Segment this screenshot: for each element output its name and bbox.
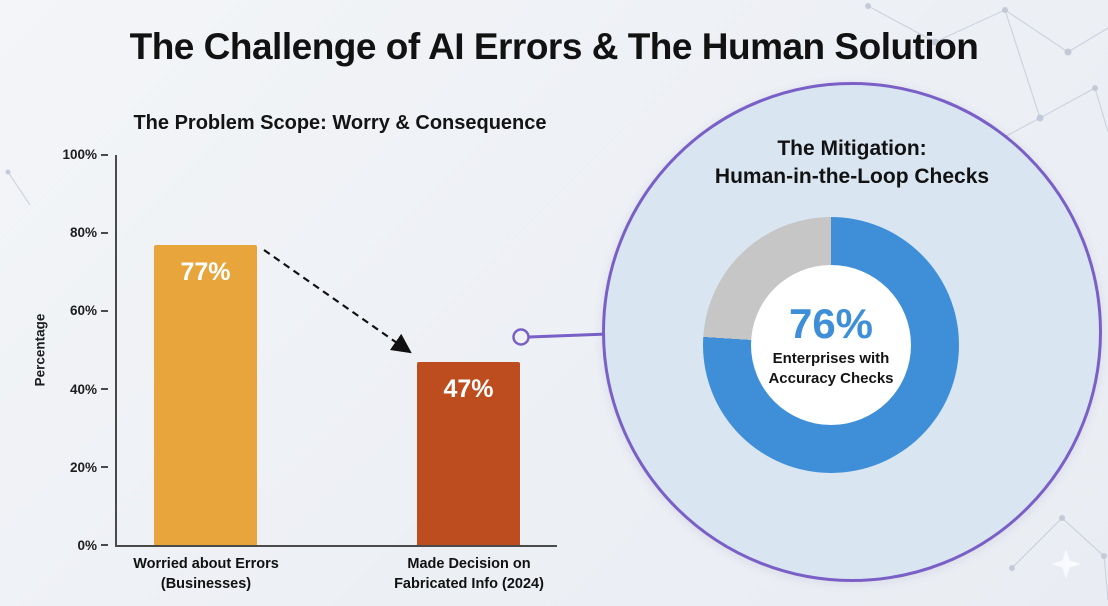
bar-chart-title: The Problem Scope: Worry & Consequence — [133, 112, 547, 134]
y-tick-20: 20% — [70, 460, 108, 475]
sparkle-icon — [1051, 549, 1081, 579]
mitigation-title: The Mitigation: Human-in-the-Loop Checks — [714, 137, 990, 189]
y-tick-0: 0% — [77, 538, 108, 553]
donut-value: 76% — [788, 299, 874, 347]
bar-0: 77% — [154, 244, 257, 545]
donut-center: 76% Enterprises with Accuracy Checks — [751, 265, 911, 425]
y-tick-40: 40% — [70, 382, 108, 397]
y-tick-60: 60% — [70, 303, 108, 318]
mitigation-circle: The Mitigation: Human-in-the-Loop Checks… — [602, 82, 1102, 582]
donut-ring: 76% Enterprises with Accuracy Checks — [703, 217, 959, 473]
decline-arrow — [263, 249, 412, 354]
bar-0-category-label: Worried about Errors (Businesses) — [133, 556, 279, 592]
plot-area: 77% 47% Worried about Errors (Businesses… — [115, 155, 557, 592]
y-tick-100: 100% — [62, 147, 108, 162]
bar-0-value-label: 77% — [180, 257, 231, 286]
y-tick-80: 80% — [70, 225, 108, 240]
y-axis-ticks: 100% 80% 60% 40% 20% 0% — [36, 147, 108, 553]
y-axis-label: Percentage — [32, 313, 48, 387]
bar-1-category-label: Made Decision on Fabricated Info (2024) — [394, 556, 544, 592]
page-title: The Challenge of AI Errors & The Human S… — [129, 26, 979, 67]
donut-label: Enterprises with Accuracy Checks — [768, 350, 894, 387]
bar-1-value-label: 47% — [443, 374, 494, 403]
bar-1: 47% — [417, 361, 520, 545]
